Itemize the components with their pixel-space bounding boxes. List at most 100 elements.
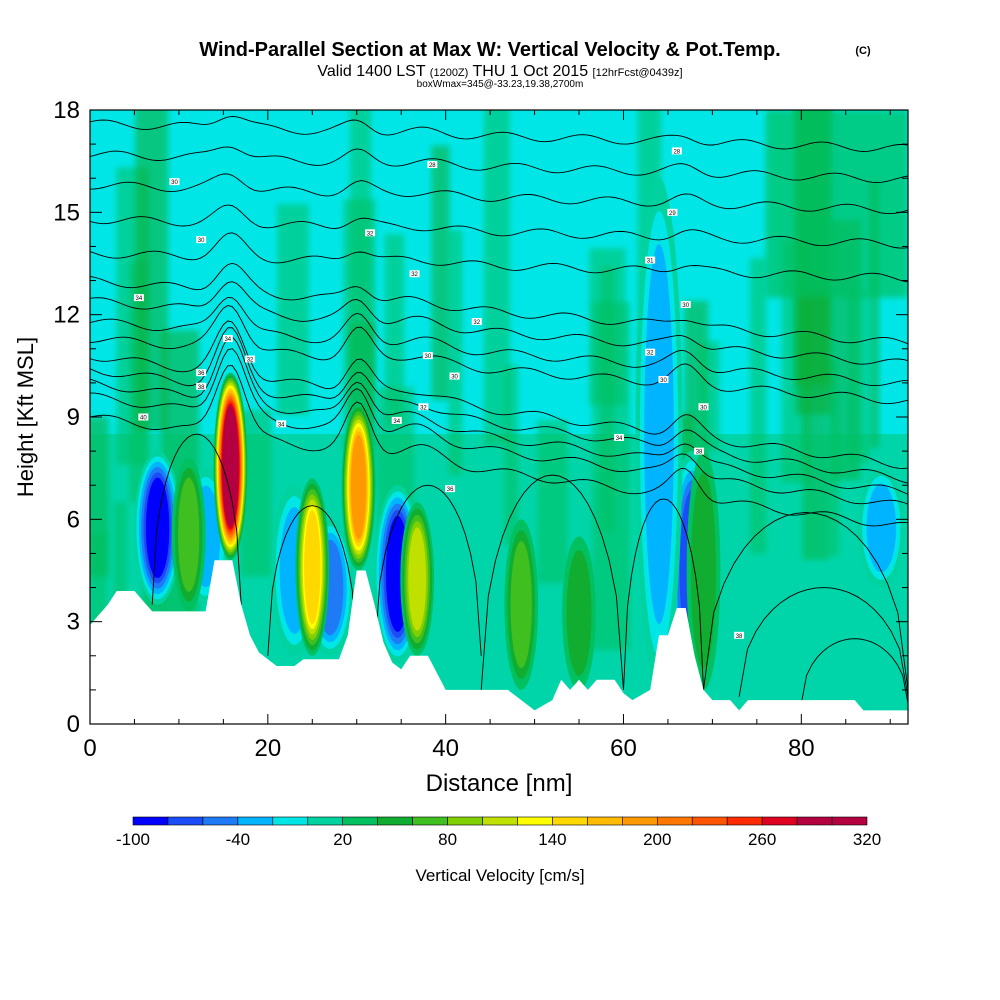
colorbar-label: Vertical Velocity [cm/s]: [415, 866, 584, 885]
contour-label: 32: [471, 317, 482, 326]
contour-label: 34: [276, 420, 287, 428]
bg-streak: [90, 532, 107, 636]
colorbar-swatch: [132, 816, 169, 826]
svg-text:34: 34: [136, 296, 143, 302]
svg-text:30: 30: [198, 238, 205, 244]
subtitle-valid: Valid 1400 LST: [317, 63, 425, 80]
contour-label: 34: [614, 433, 625, 442]
updraft-cell: [223, 411, 238, 522]
contour-label: 32: [418, 403, 429, 411]
colorbar-swatch: [552, 816, 588, 826]
contour-label: 32: [245, 355, 256, 364]
contour-label: 30: [422, 352, 433, 360]
downdraft-cell: [145, 477, 170, 579]
y-tick-label: 15: [53, 199, 80, 226]
colorbar-swatch: [622, 816, 658, 826]
contour-label: 34: [222, 335, 233, 343]
colorbar-swatch: [691, 816, 728, 826]
subtitle-date: THU 1 Oct 2015: [472, 63, 588, 80]
x-axis-label: Distance [nm]: [426, 770, 573, 797]
colorbar-swatch: [342, 816, 378, 826]
contour-label: 30: [169, 178, 180, 186]
contour-label: 28: [671, 147, 682, 155]
colorbar-swatch: [412, 816, 448, 826]
colorbar-swatch: [796, 816, 833, 826]
theta-contour-line: [90, 320, 908, 469]
colorbar-tick-label: 20: [333, 830, 352, 849]
svg-text:36: 36: [447, 487, 454, 493]
svg-text:28: 28: [429, 163, 436, 169]
bg-streak: [828, 359, 839, 557]
x-tick-label: 20: [254, 735, 281, 762]
colorbar-swatch: [237, 816, 274, 826]
contour-label: 30: [698, 403, 709, 411]
svg-text:30: 30: [425, 354, 432, 360]
colorbar-swatch: [656, 816, 693, 826]
bg-streak: [431, 145, 450, 401]
colorbar-swatch: [587, 816, 623, 826]
updraft-cell: [350, 435, 367, 539]
contour-label: 32: [645, 348, 656, 357]
bg-streak: [765, 110, 908, 298]
updraft-cell: [304, 510, 321, 624]
theta-contour-line: [90, 348, 908, 505]
contour-label: 36: [196, 369, 207, 377]
theta-contour-dome: [703, 512, 908, 690]
svg-text:32: 32: [411, 272, 418, 278]
y-tick-label: 9: [67, 404, 80, 431]
colorbar-swatch: [167, 816, 204, 826]
contour-label: 34: [133, 294, 144, 302]
theta-contour-line: [90, 173, 908, 215]
contour-label: 30: [680, 300, 691, 309]
colorbar-swatch: [831, 816, 868, 826]
svg-text:30: 30: [451, 375, 458, 381]
theta-contour-line: [90, 115, 908, 152]
colorbar-swatch: [307, 816, 344, 826]
contour-label: 38: [694, 447, 705, 456]
y-tick-label: 3: [67, 609, 80, 636]
theta-contour-line: [90, 146, 908, 184]
x-tick-label: 0: [83, 735, 96, 762]
y-tick-label: 0: [67, 711, 80, 738]
plot-area: 40 38 36 34 32 34 34 30 30 32 28 32 32 30 30 32 34 36 34 32…: [90, 110, 908, 724]
contour-label: 40: [138, 413, 149, 422]
colorbar-tick-label: 320: [853, 830, 881, 849]
theta-contour-line: [90, 281, 908, 365]
updraft-cell: [178, 477, 200, 592]
x-tick-label: 60: [610, 735, 637, 762]
svg-text:32: 32: [247, 358, 254, 364]
theta-contour-line: [90, 305, 908, 405]
subtitle-forecast: [12hrFcst@0439z]: [593, 67, 683, 79]
svg-text:32: 32: [647, 351, 654, 357]
contour-label: 29: [667, 208, 678, 217]
bg-streak: [349, 110, 371, 439]
colorbar-swatch: [377, 816, 413, 826]
colorbar-swatch: [761, 816, 798, 826]
svg-text:38: 38: [198, 385, 205, 391]
bg-streak: [384, 234, 405, 428]
y-tick-label: 18: [53, 97, 80, 124]
contour-label: 32: [409, 270, 420, 278]
contour-label: 34: [391, 416, 402, 425]
terrain: [90, 560, 908, 724]
theta-contour-dome: [738, 587, 908, 697]
svg-text:32: 32: [367, 231, 374, 237]
svg-text:30: 30: [700, 405, 707, 411]
svg-text:32: 32: [420, 405, 427, 411]
theta-contour-line: [90, 296, 908, 387]
bg-streak: [277, 204, 309, 416]
contour-label: 38: [734, 631, 745, 640]
bg-streak: [699, 341, 720, 451]
contour-label: 30: [196, 236, 207, 244]
contour-label: 31: [645, 256, 656, 265]
contour-label: 30: [658, 375, 669, 384]
colorbar-tick-label: -100: [116, 830, 150, 849]
theta-contour-line: [90, 327, 908, 484]
downdraft-cell: [644, 244, 674, 625]
bg-streak: [135, 110, 169, 432]
theta-contour-line: [90, 365, 908, 527]
bg-streak: [483, 110, 511, 446]
updraft-cell: [690, 472, 717, 669]
svg-text:34: 34: [224, 337, 231, 343]
